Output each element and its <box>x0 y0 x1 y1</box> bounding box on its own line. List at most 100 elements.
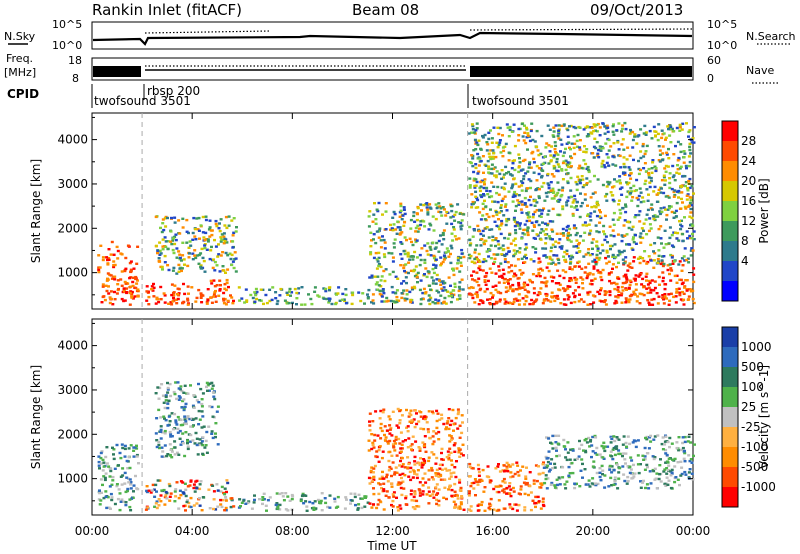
power-echo-cell <box>213 238 216 242</box>
velocity-echo-cell <box>507 485 511 488</box>
power-echo-cell <box>672 153 676 156</box>
power-echo-cell <box>535 209 539 212</box>
power-echo-cell <box>602 224 606 228</box>
velocity-echo-cell <box>208 382 212 385</box>
power-echo-cell <box>664 138 667 141</box>
power-echo-cell <box>550 145 554 148</box>
power-echo-cell <box>175 256 179 259</box>
velocity-echo-cell <box>223 509 227 512</box>
velocity-echo-cell <box>164 395 168 399</box>
velocity-echo-cell <box>556 483 559 487</box>
power-echo-cell <box>688 234 692 238</box>
power-echo-cell <box>363 302 366 305</box>
velocity-echo-cell <box>452 471 456 474</box>
velocity-echo-cell <box>454 503 458 506</box>
velocity-echo-cell <box>590 455 593 459</box>
power-echo-cell <box>667 147 670 151</box>
power-echo-cell <box>561 287 565 290</box>
velocity-echo-cell <box>517 492 521 495</box>
power-echo-cell <box>488 190 492 193</box>
velocity-echo-cell <box>624 441 628 445</box>
power-echo-cell <box>580 201 584 205</box>
power-echo-cell <box>403 297 407 300</box>
power-echo-cell <box>432 254 436 258</box>
velocity-echo-cell <box>675 446 679 450</box>
power-echo-cell <box>525 246 529 249</box>
velocity-echo-cell <box>212 507 215 511</box>
power-echo-cell <box>520 189 524 192</box>
velocity-echo-cell <box>578 439 581 443</box>
power-echo-cell <box>549 189 553 192</box>
power-echo-cell <box>328 299 331 302</box>
power-echo-cell <box>181 254 185 257</box>
power-echo-cell <box>604 235 608 238</box>
power-echo-cell <box>123 280 127 284</box>
power-echo-cell <box>449 300 453 304</box>
power-echo-cell <box>622 262 626 265</box>
power-echo-cell <box>500 222 504 225</box>
power-echo-cell <box>120 270 124 273</box>
power-echo-cell <box>449 252 452 256</box>
power-echo-cell <box>566 199 570 202</box>
power-echo-cell <box>201 231 205 234</box>
power-echo-cell <box>646 208 650 212</box>
velocity-echo-cell <box>344 496 348 499</box>
power-echo-cell <box>623 121 627 125</box>
velocity-echo-cell <box>193 395 197 398</box>
power-echo-cell <box>631 130 635 134</box>
velocity-echo-cell <box>591 435 595 439</box>
velocity-echo-cell <box>125 459 129 463</box>
velocity-echo-cell <box>203 446 207 449</box>
power-echo-cell <box>109 253 113 256</box>
power-echo-cell <box>492 302 496 306</box>
velocity-echo-cell <box>284 508 288 511</box>
velocity-echo-cell <box>399 431 403 434</box>
velocity-echo-cell <box>109 492 113 496</box>
power-echo-cell <box>639 200 643 204</box>
velocity-echo-cell <box>366 501 370 504</box>
velocity-echo-cell <box>639 480 642 483</box>
velocity-echo-cell <box>184 402 188 406</box>
velocity-echo-cell <box>333 500 337 503</box>
velocity-echo-cell <box>323 497 327 500</box>
power-echo-cell <box>472 177 476 180</box>
power-echo-cell <box>580 175 584 178</box>
power-echo-cell <box>431 300 435 304</box>
velocity-echo-cell <box>681 436 685 439</box>
velocity-echo-cell <box>400 414 404 417</box>
velocity-echo-cell <box>470 482 474 485</box>
velocity-echo-cell <box>168 499 172 502</box>
power-echo-cell <box>636 198 640 201</box>
power-echo-cell <box>608 225 612 228</box>
velocity-echo-cell <box>101 483 104 487</box>
power-echo-cell <box>473 251 477 254</box>
power-echo-cell <box>581 239 585 242</box>
power-echo-cell <box>300 286 304 289</box>
power-echo-cell <box>490 195 494 198</box>
velocity-echo-cell <box>99 499 103 502</box>
power-echo-cell <box>483 279 487 282</box>
power-echo-cell <box>678 126 682 129</box>
velocity-echo-cell <box>656 434 660 437</box>
power-echo-cell <box>566 135 570 138</box>
power-echo-cell <box>384 202 388 205</box>
velocity-echo-cell <box>415 499 419 503</box>
power-echo-cell <box>512 300 516 304</box>
power-echo-cell <box>679 143 683 146</box>
power-echo-cell <box>425 202 429 205</box>
power-echo-cell <box>588 232 592 235</box>
velocity-echo-cell <box>204 439 208 443</box>
power-echo-cell <box>667 196 671 199</box>
power-echo-cell <box>618 154 622 158</box>
power-echo-cell <box>400 292 404 295</box>
power-echo-cell <box>453 213 457 217</box>
power-echo-cell <box>639 232 643 235</box>
power-echo-cell <box>434 217 438 221</box>
power-echo-cell <box>186 297 190 300</box>
power-echo-cell <box>479 287 483 291</box>
power-echo-cell <box>608 279 612 283</box>
power-echo-cell <box>596 203 600 207</box>
power-echo-cell <box>498 141 502 144</box>
power-echo-cell <box>562 298 566 301</box>
power-echo-cell <box>591 247 594 250</box>
